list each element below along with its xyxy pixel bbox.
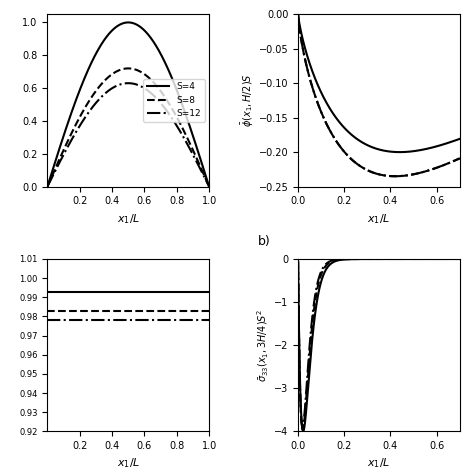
- Legend: S=4, S=8, S=12: S=4, S=8, S=12: [143, 79, 205, 122]
- X-axis label: $x_1/L$: $x_1/L$: [367, 456, 391, 470]
- Text: b): b): [258, 235, 270, 248]
- Y-axis label: $\bar{\sigma}_{33}(x_1,3H/4)S^2$: $\bar{\sigma}_{33}(x_1,3H/4)S^2$: [256, 309, 271, 382]
- X-axis label: $x_1/L$: $x_1/L$: [117, 212, 140, 226]
- Y-axis label: $\bar{\phi}(x_1,H/2)S$: $\bar{\phi}(x_1,H/2)S$: [240, 73, 256, 128]
- X-axis label: $x_1/L$: $x_1/L$: [117, 456, 140, 470]
- X-axis label: $x_1/L$: $x_1/L$: [367, 212, 391, 226]
